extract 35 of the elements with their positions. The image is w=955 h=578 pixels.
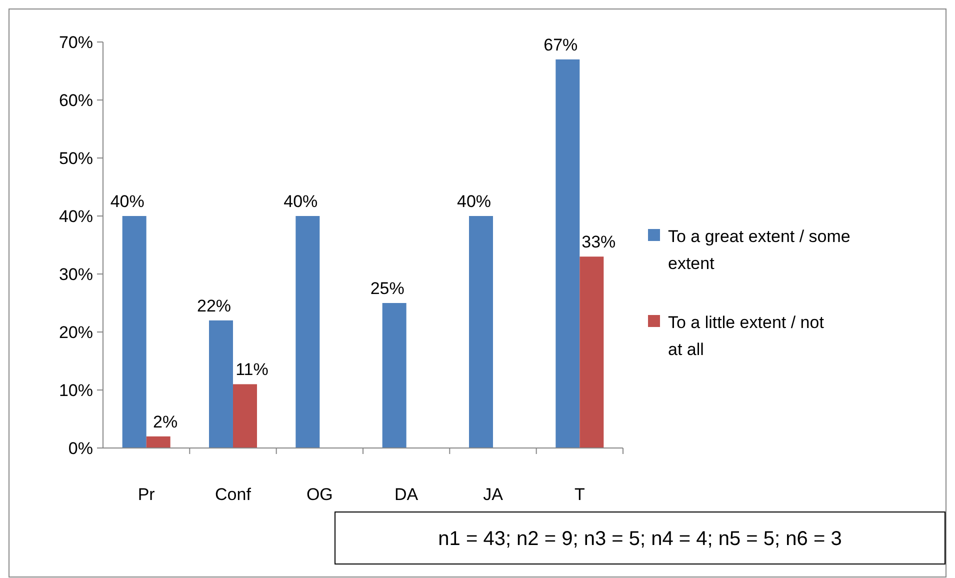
legend-label: To a great extent / some extent xyxy=(668,226,850,274)
y-tick-label: 20% xyxy=(58,322,93,342)
data-label: 67% xyxy=(544,35,578,54)
y-tick-label: 40% xyxy=(58,206,93,226)
x-tick-label: T xyxy=(574,485,585,504)
y-tick-label: 0% xyxy=(68,438,93,458)
bar xyxy=(556,59,580,448)
bar xyxy=(469,216,493,448)
bar xyxy=(233,384,257,448)
bar xyxy=(122,216,146,448)
data-label: 40% xyxy=(456,192,492,211)
x-tick-label: OG xyxy=(306,485,333,504)
x-tick-label: JA xyxy=(483,485,504,504)
data-label: 33% xyxy=(582,232,616,252)
y-tick-label: 10% xyxy=(58,380,93,400)
bar xyxy=(382,303,406,448)
bar xyxy=(580,256,604,448)
bar xyxy=(146,436,170,448)
legend-label: To a little extent / not at all xyxy=(668,312,824,360)
data-label: 40% xyxy=(284,192,318,211)
text: n1 = 43; n2 = 9; n3 = 5; n4 = 4; n5 = 5; n6 = 3 xyxy=(438,528,842,550)
y-tick-label: 60% xyxy=(58,90,93,110)
x-tick-label: Pr xyxy=(138,485,156,504)
data-label: 2% xyxy=(153,412,178,432)
data-label: 40% xyxy=(110,192,144,211)
data-label: 22% xyxy=(196,296,232,316)
data-label: 25% xyxy=(370,279,404,298)
bar xyxy=(296,216,320,448)
data-label: 11% xyxy=(236,360,268,380)
y-tick-label: 70% xyxy=(58,32,93,52)
x-tick-label: DA xyxy=(394,485,419,504)
y-tick-label: 30% xyxy=(58,264,93,284)
y-tick-label: 50% xyxy=(58,148,93,168)
x-tick-label: Conf xyxy=(215,485,252,504)
bar xyxy=(209,320,233,448)
